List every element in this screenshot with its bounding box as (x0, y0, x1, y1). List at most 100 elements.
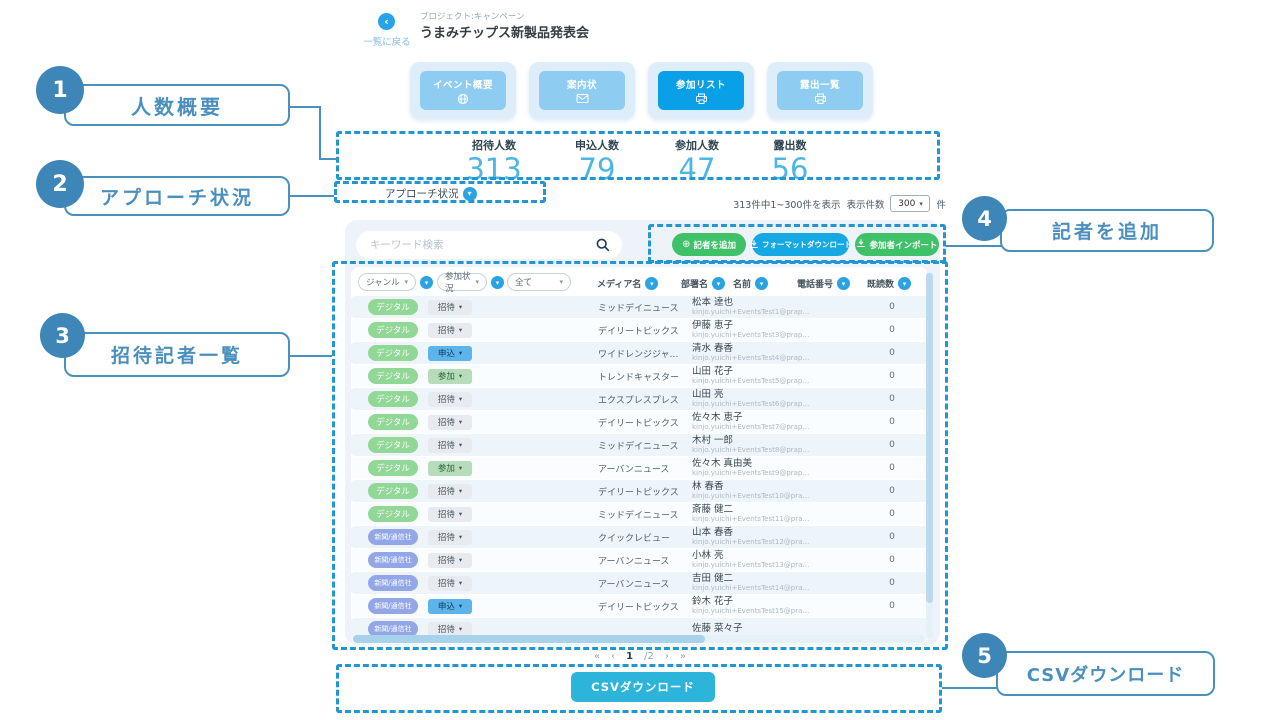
import-participants-button[interactable]: 参加者インポート (855, 233, 939, 256)
vertical-scrollbar[interactable] (926, 271, 933, 638)
next-page-button[interactable]: › (664, 651, 669, 662)
status-select[interactable]: 申込 ▾ (428, 598, 472, 614)
read-count: 0 (889, 532, 895, 542)
chevron-down-icon: ▾ (458, 303, 463, 311)
back-to-list-link[interactable]: 一覧に戻る (363, 37, 411, 48)
media-name: デイリートピックス (598, 326, 679, 337)
all-filter-select[interactable]: 全て ▾ (507, 273, 571, 291)
stat-exposure-value: 56 (771, 152, 809, 186)
status-select[interactable]: 招待 ▾ (428, 391, 472, 407)
search-box (356, 231, 622, 259)
genre-badge: デジタル (368, 437, 418, 453)
download-icon (856, 238, 866, 251)
genre-badge: デジタル (368, 414, 418, 430)
stat-applied-value: 79 (578, 152, 616, 186)
status-select[interactable]: 招待 ▾ (428, 506, 472, 522)
project-type-label: プロジェクト:キャンペーン (420, 12, 525, 22)
genre-filter-select[interactable]: ジャンル ▾ (358, 273, 416, 291)
status-filter-select[interactable]: 参加状況 ▾ (437, 272, 487, 294)
tab-invitation[interactable]: 案内状 (539, 71, 625, 110)
table-row: 新聞/通信社 招待 ▾ アーバンニュース 小林 亮 kinjo.yuichi+E… (351, 549, 928, 571)
stat-applied: 申込人数 79 (575, 139, 619, 186)
table-row: デジタル 招待 ▾ デイリートピックス 伊藤 恵子 kinjo.yuichi+E… (351, 319, 928, 341)
first-page-button[interactable]: « (594, 651, 601, 662)
sort-icon[interactable]: ▾ (898, 277, 912, 290)
status-select[interactable]: 招待 ▾ (428, 414, 472, 430)
per-page-select[interactable]: 300 ▾ (890, 195, 931, 212)
genre-sort-icon[interactable]: ▾ (420, 276, 433, 289)
range-text: 313件中1~300件を表示 (733, 199, 841, 211)
status-select[interactable]: 招待 ▾ (428, 299, 472, 315)
chevron-down-icon[interactable]: ▾ (462, 186, 477, 201)
last-page-button[interactable]: » (679, 651, 686, 662)
callout-number-2: 2 (36, 160, 84, 208)
genre-badge: デジタル (368, 460, 418, 476)
status-select[interactable]: 招待 ▾ (428, 483, 472, 499)
annotation-connector (942, 687, 998, 689)
prev-page-button[interactable]: ‹ (611, 651, 616, 662)
status-select[interactable]: 申込 ▾ (428, 345, 472, 361)
reporter-email: kinjo.yuichi+EventsTest13@pra… (692, 561, 810, 570)
per-page-label: 表示件数 (846, 199, 885, 211)
status-select[interactable]: 参加 ▾ (428, 368, 472, 384)
tab-participant-list[interactable]: 参加リスト (658, 71, 744, 110)
reporter-cell: 松本 達也 kinjo.yuichi+EventsTest1@prap… (692, 297, 870, 317)
globe-icon (457, 93, 469, 105)
table-row: 新聞/通信社 招待 ▾ 佐藤 菜々子 (351, 618, 928, 640)
read-count: 0 (889, 509, 895, 519)
table-rows: デジタル 招待 ▾ ミッドデイニュース 松本 達也 kinjo.yuichi+E… (351, 296, 928, 644)
status-select[interactable]: 招待 ▾ (428, 437, 472, 453)
status-select[interactable]: 招待 ▾ (428, 322, 472, 338)
chevron-down-icon: ▾ (458, 533, 463, 541)
reporter-email: kinjo.yuichi+EventsTest6@prap… (692, 400, 810, 409)
sort-icon[interactable]: ▾ (712, 277, 726, 290)
status-sort-icon[interactable]: ▾ (491, 276, 504, 289)
read-count: 0 (889, 325, 895, 335)
status-select[interactable]: 招待 ▾ (428, 552, 472, 568)
format-download-button[interactable]: フォーマットダウンロード (749, 233, 852, 256)
horizontal-scrollbar[interactable] (353, 635, 925, 643)
chevron-down-icon: ▾ (458, 395, 463, 403)
back-icon[interactable]: ‹ (378, 13, 395, 30)
horizontal-scrollbar-thumb[interactable] (353, 635, 705, 643)
search-input[interactable] (370, 232, 590, 258)
reporter-name: 佐々木 真由美 (692, 457, 753, 469)
tab-exposure-list[interactable]: 露出一覧 (777, 71, 863, 110)
tab-event-overview[interactable]: イベント概要 (420, 71, 506, 110)
read-count: 0 (889, 601, 895, 611)
add-reporter-button[interactable]: ⊕ 記者を追加 (672, 233, 746, 256)
sort-icon[interactable]: ▾ (837, 277, 851, 290)
reporter-cell: 佐藤 菜々子 (692, 623, 870, 635)
table-row: デジタル 招待 ▾ ミッドデイニュース 松本 達也 kinjo.yuichi+E… (351, 296, 928, 318)
table-row: 新聞/通信社 招待 ▾ クイックレビュー 山本 春香 kinjo.yuichi+… (351, 526, 928, 548)
sort-icon[interactable]: ▾ (755, 277, 769, 290)
genre-badge: 新聞/通信社 (368, 529, 418, 545)
callout-number-5: 5 (962, 633, 1007, 678)
tab-card-event-overview: イベント概要 (410, 62, 516, 119)
pagination: « ‹ 1 /2 › » (565, 651, 715, 662)
status-select[interactable]: 参加 ▾ (428, 460, 472, 476)
reporter-email: kinjo.yuichi+EventsTest3@prap… (692, 331, 810, 340)
status-select[interactable]: 招待 ▾ (428, 529, 472, 545)
status-select[interactable]: 招待 ▾ (428, 621, 472, 637)
read-count: 0 (889, 417, 895, 427)
media-name: デイリートピックス (598, 602, 679, 613)
sort-icon[interactable]: ▾ (645, 277, 659, 290)
read-count: 0 (889, 486, 895, 496)
media-name: ミッドデイニュース (598, 510, 679, 521)
media-name: エクスプレスプレス (598, 395, 679, 406)
table-row: デジタル 申込 ▾ ワイドレンジジャ… 清水 春香 kinjo.yuichi+E… (351, 342, 928, 364)
reporter-cell: 鈴木 花子 kinjo.yuichi+EventsTest15@pra… (692, 596, 870, 616)
reporter-email: kinjo.yuichi+EventsTest7@prap… (692, 423, 810, 432)
media-name: アーバンニュース (598, 464, 670, 475)
annotation-connector (319, 158, 338, 160)
stat-participated-value: 47 (678, 152, 716, 186)
callout-label-5: CSVダウンロード (996, 651, 1215, 696)
download-icon (749, 239, 759, 251)
read-count: 0 (889, 578, 895, 588)
status-select[interactable]: 招待 ▾ (428, 575, 472, 591)
csv-download-button[interactable]: CSVダウンロード (571, 672, 715, 702)
approach-status-toggle[interactable]: アプローチ状況 ▾ (385, 186, 477, 201)
reporter-name: 佐々木 恵子 (692, 411, 743, 423)
vertical-scrollbar-thumb[interactable] (926, 273, 933, 603)
